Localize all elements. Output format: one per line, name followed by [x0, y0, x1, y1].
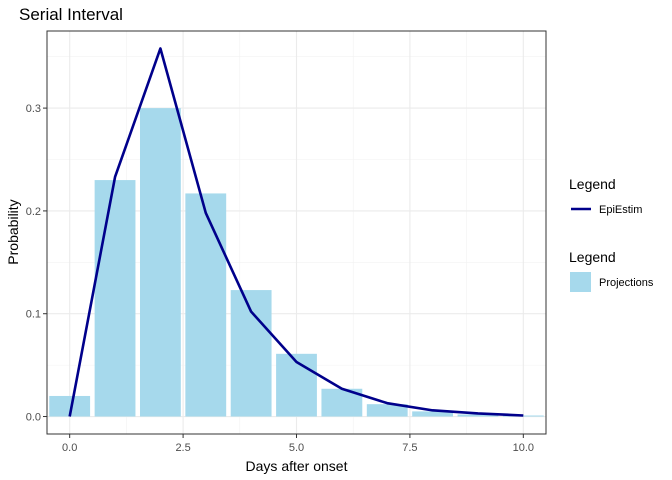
bar: [457, 414, 499, 417]
x-tick-label: 5.0: [289, 442, 304, 454]
x-tick-label: 7.5: [402, 442, 417, 454]
y-tick-label: 0.3: [26, 103, 41, 115]
y-tick-label: 0.1: [26, 309, 41, 321]
bar: [49, 395, 91, 417]
bar: [276, 353, 317, 417]
series-line-epiestim: [68, 47, 524, 417]
legend-label-epiestim: EpiEstim: [599, 204, 642, 216]
y-tick-label: 0.0: [26, 412, 41, 424]
bar: [502, 415, 544, 417]
legend-epiestim: Legend EpiEstim: [569, 176, 642, 216]
y-axis: 0.0 0.1 0.2 0.3: [26, 103, 47, 424]
bar: [94, 180, 136, 417]
line-epiestim-layer: [68, 47, 524, 417]
bar: [412, 411, 454, 417]
legend-label-projections: Projections: [599, 277, 654, 289]
bar: [185, 193, 227, 417]
x-axis-title: Days after onset: [246, 458, 348, 474]
y-axis-title: Probability: [5, 199, 21, 264]
bar: [139, 108, 181, 417]
legend-key-fill: [570, 272, 591, 292]
x-tick-label: 2.5: [175, 442, 190, 454]
x-axis: 0.0 2.5 5.0 7.5 10.0: [62, 434, 534, 454]
x-tick-label: 10.0: [513, 442, 534, 454]
chart-title: Serial Interval: [19, 5, 123, 24]
bar: [366, 404, 408, 417]
legend-title: Legend: [569, 176, 616, 192]
legend-projections: Legend Projections: [569, 249, 654, 292]
legend-title: Legend: [569, 249, 616, 265]
x-tick-label: 0.0: [62, 442, 77, 454]
y-tick-label: 0.2: [26, 206, 41, 218]
